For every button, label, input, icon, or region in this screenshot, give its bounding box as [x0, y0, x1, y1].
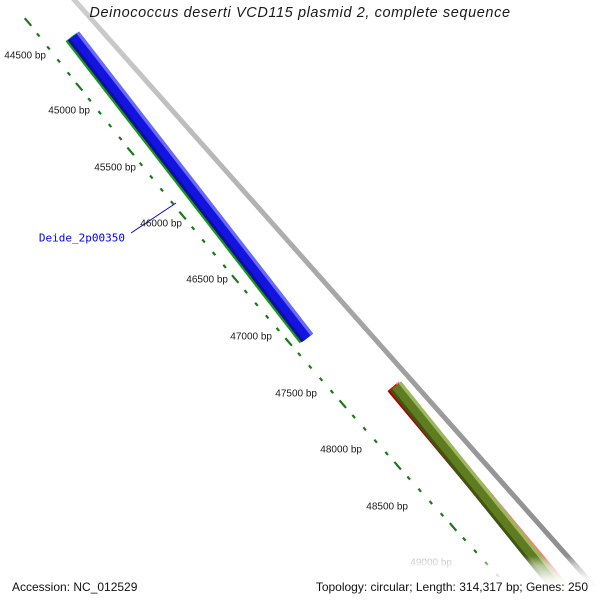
axis-tick-label: 44500 bp [4, 50, 46, 62]
axis-minor-tick [462, 536, 467, 542]
axis-minor-tick [329, 389, 335, 394]
sequence-summary-text: Topology: circular; Length: 314,317 bp; … [315, 580, 588, 594]
axis-major-tick [126, 146, 135, 156]
leader-line [130, 202, 177, 234]
axis-minor-tick [222, 264, 227, 269]
axis-minor-tick [118, 136, 123, 141]
axis-major-tick [178, 210, 187, 220]
accession-text: Accession: NC_012529 [12, 580, 138, 594]
feature-blue-forward[interactable] [67, 31, 314, 343]
axis-minor-tick [87, 97, 92, 102]
axis-major-tick [449, 522, 458, 532]
axis-minor-tick [484, 561, 489, 566]
axis-minor-tick [384, 451, 389, 456]
backbone-line [71, 0, 600, 597]
axis-tick-label: 49000 bp [410, 557, 452, 569]
axis-minor-tick [265, 314, 270, 320]
axis-minor-tick [406, 475, 411, 481]
axis-minor-tick [439, 512, 445, 517]
axis-major-tick [284, 337, 293, 347]
axis-major-tick [231, 274, 240, 284]
gene-label-leader-line [130, 202, 177, 234]
axis-minor-tick [159, 187, 164, 193]
axis-tick-marks [23, 17, 522, 600]
axis-minor-tick [46, 45, 51, 51]
axis-tick-label: 46000 bp [140, 218, 182, 230]
axis-minor-tick [297, 352, 302, 357]
axis-minor-tick [275, 327, 280, 332]
axis-minor-tick [373, 438, 378, 444]
axis-minor-tick [138, 161, 144, 167]
axis-major-tick [23, 17, 33, 27]
axis-major-tick [393, 461, 402, 471]
axis-minor-tick [211, 251, 217, 256]
axis-minor-tick [107, 123, 113, 128]
feature-highlight-edge [76, 31, 314, 336]
axis-minor-tick [473, 549, 478, 554]
gene-label-deide-2p00350[interactable]: Deide_2p00350 [38, 231, 125, 245]
axis-tick-label: 48000 bp [320, 444, 362, 456]
axis-minor-tick [149, 174, 154, 180]
axis-minor-tick [308, 364, 313, 370]
axis-tick-label: 45500 bp [94, 162, 136, 174]
axis-minor-tick [97, 110, 102, 115]
axis-major-tick [75, 82, 84, 92]
footer-status-bar: Accession: NC_012529 Topology: circular;… [0, 574, 600, 600]
axis-minor-tick [417, 488, 422, 493]
axis-tick-label: 47000 bp [230, 331, 272, 343]
axis-major-tick [338, 399, 347, 409]
feature-body [70, 31, 313, 341]
axis-minor-tick [201, 238, 206, 244]
axis-minor-tick [243, 289, 248, 294]
axis-minor-tick [428, 500, 434, 505]
axis-tick-label: 46500 bp [186, 274, 228, 286]
axis-minor-tick [362, 426, 367, 432]
axis-tick-label: 47500 bp [275, 388, 317, 400]
axis-minor-tick [254, 302, 259, 307]
axis-minor-tick [56, 58, 61, 64]
gene-feature-bars[interactable] [65, 31, 576, 600]
axis-minor-tick [36, 32, 41, 38]
genome-backbone [71, 0, 600, 597]
axis-tick-label: 48500 bp [366, 501, 408, 513]
axis-minor-tick [66, 71, 72, 77]
axis-minor-tick [170, 200, 175, 205]
axis-minor-tick [351, 414, 356, 419]
axis-tick-label: 45000 bp [48, 105, 90, 117]
axis-minor-tick [318, 377, 324, 382]
axis-minor-tick [190, 225, 196, 231]
